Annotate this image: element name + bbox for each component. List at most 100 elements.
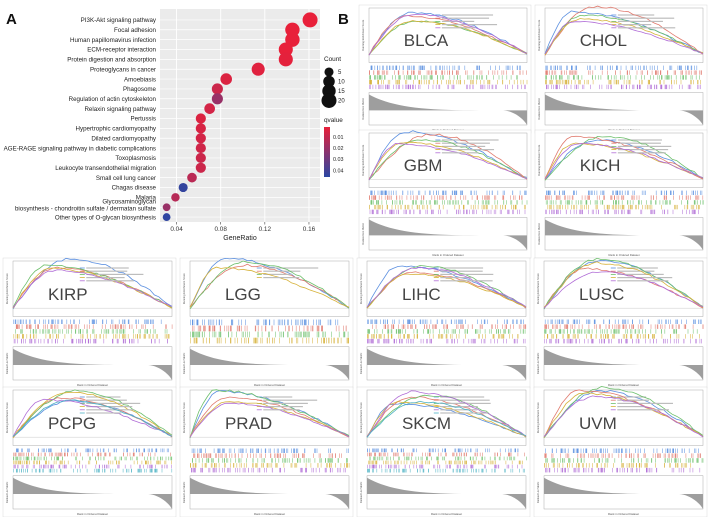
gsea-hit-mark	[560, 319, 562, 324]
gsea-hit-mark	[650, 75, 651, 80]
bubble-point	[195, 142, 206, 154]
gsea-hit-mark	[668, 319, 669, 324]
gsea-hit-mark	[689, 467, 691, 473]
gsea-hit-mark	[584, 195, 586, 200]
gsea-hit-mark	[514, 195, 516, 200]
gsea-hit-mark	[665, 453, 666, 458]
gsea-hit-mark	[52, 324, 53, 329]
gsea-hit-mark	[562, 319, 563, 324]
gsea-hit-mark	[307, 325, 309, 332]
legend-count-label: 10	[338, 80, 345, 86]
gsea-hit-mark	[407, 70, 409, 75]
gsea-hit-mark	[551, 329, 552, 334]
gsea-hit-mark	[374, 460, 376, 465]
gsea-hit-mark	[598, 453, 599, 458]
gsea-hit-mark	[295, 319, 296, 326]
gsea-hit-mark	[479, 334, 480, 339]
gsea-hit-mark	[29, 448, 30, 453]
gsea-hit-mark	[700, 84, 701, 90]
gsea-hit-mark	[48, 448, 50, 453]
gsea-hit-mark	[604, 338, 605, 344]
gsea-hit-mark	[470, 448, 472, 453]
gsea-hit-mark	[31, 456, 32, 461]
gsea-hit-mark	[569, 458, 571, 463]
gsea-hit-mark	[436, 456, 437, 461]
gsea-hit-mark	[405, 79, 406, 85]
gsea-hit-mark	[381, 70, 383, 75]
gsea-hit-mark	[108, 448, 109, 453]
gsea-hit-mark	[405, 329, 406, 334]
gsea-hit-mark	[402, 448, 404, 453]
gsea-hit-mark	[650, 329, 652, 334]
gsea-hit-mark	[559, 319, 560, 324]
gsea-hit-mark	[18, 460, 19, 465]
gsea-hit-mark	[627, 338, 628, 344]
gsea-hit-mark	[698, 453, 700, 458]
gsea-hit-mark	[423, 195, 424, 200]
gsea-hit-mark	[391, 448, 392, 453]
gsea-hit-mark	[268, 448, 270, 453]
gsea-hit-mark	[690, 65, 692, 70]
gsea-hit-mark	[255, 463, 256, 468]
gsea-hit-mark	[676, 334, 678, 339]
gsea-hit-mark	[503, 338, 504, 344]
gsea-hit-mark	[675, 463, 677, 468]
gsea-hit-mark	[638, 458, 639, 463]
gsea-hit-mark	[681, 200, 682, 205]
gsea-hit-mark	[412, 324, 413, 329]
gsea-hit-mark	[564, 190, 565, 195]
gsea-hit-mark	[635, 65, 637, 70]
gsea-hit-mark	[547, 319, 549, 324]
gsea-hit-mark	[230, 463, 231, 468]
gsea-hit-mark	[485, 195, 487, 200]
gsea-hit-mark	[15, 319, 16, 324]
gsea-hit-mark	[454, 338, 455, 344]
gsea-hit-mark	[454, 329, 456, 334]
gsea-hit-mark	[313, 467, 314, 473]
gsea-hit-mark	[663, 453, 665, 458]
gsea-hit-mark	[447, 329, 449, 334]
gsea-hit-mark	[488, 448, 490, 453]
gsea-hit-mark	[633, 463, 634, 468]
gsea-hit-mark	[377, 448, 378, 453]
gsea-hit-mark	[576, 204, 578, 210]
gsea-hit-mark	[61, 448, 62, 453]
gsea-hit-mark	[269, 337, 270, 344]
gsea-hit-mark	[166, 329, 168, 334]
gsea-hit-mark	[562, 204, 563, 210]
gsea-hit-mark	[156, 460, 157, 465]
gsea-hit-mark	[456, 464, 458, 469]
gsea-hit-mark	[515, 204, 516, 210]
gsea-hit-mark	[39, 468, 41, 473]
gsea-hit-mark	[680, 467, 682, 473]
gsea-hit-mark	[367, 468, 369, 473]
gsea-hit-mark	[442, 75, 443, 80]
gsea-hit-mark	[568, 200, 570, 205]
gsea-hit-mark	[611, 84, 612, 90]
gsea-hit-mark	[618, 448, 619, 453]
gsea-hit-mark	[435, 448, 436, 453]
gsea-hit-mark	[45, 460, 46, 465]
gsea-hit-mark	[118, 464, 120, 469]
gsea-hit-mark	[255, 325, 257, 332]
gsea-hit-mark	[558, 329, 560, 334]
gsea-hit-mark	[408, 84, 410, 90]
gsea-hit-mark	[386, 448, 387, 453]
gsea-hit-mark	[91, 319, 93, 324]
gsea-hit-mark	[597, 467, 599, 473]
gsea-hit-mark	[82, 464, 83, 469]
gsea-hit-mark	[547, 65, 548, 70]
gsea-hit-mark	[523, 324, 524, 329]
gsea-hit-mark	[198, 458, 200, 463]
gsea-hit-mark	[407, 70, 408, 75]
gsea-hit-mark	[615, 79, 617, 85]
gsea-hit-mark	[497, 338, 498, 344]
gsea-hit-mark	[404, 464, 406, 469]
gsea-hit-mark	[20, 452, 22, 457]
gsea-hit-mark	[683, 463, 685, 468]
gsea-panel-title: UVM	[579, 414, 617, 433]
gsea-hit-mark	[668, 75, 669, 80]
gsea-hit-mark	[682, 209, 683, 215]
gsea-hit-mark	[472, 79, 473, 85]
bubble-point	[220, 73, 232, 85]
